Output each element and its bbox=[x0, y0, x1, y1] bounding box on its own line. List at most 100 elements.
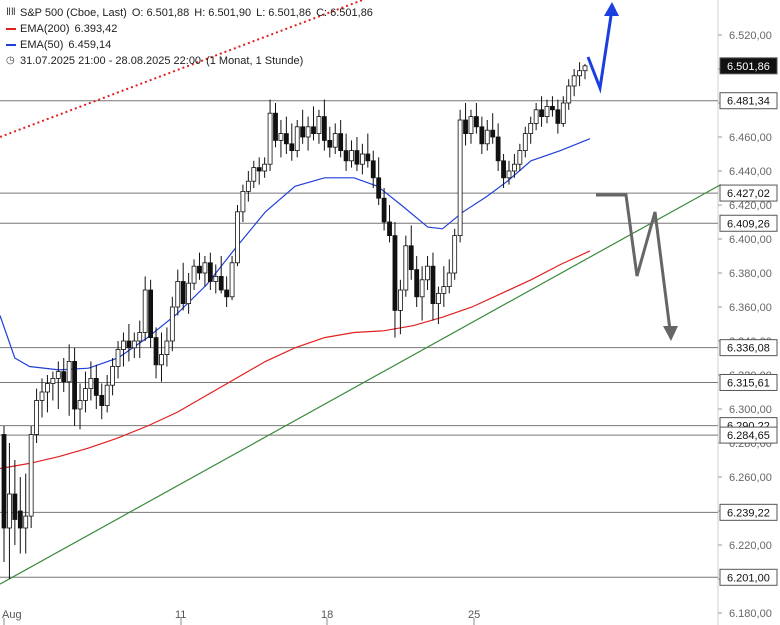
price-label: 6.284,65 bbox=[719, 426, 778, 444]
price-label: 6.336,08 bbox=[719, 339, 778, 357]
ohlc-low-value: 6.501,86 bbox=[268, 7, 312, 19]
price-label-text: 6.239,22 bbox=[727, 507, 770, 519]
resistance-trendline bbox=[0, 0, 366, 138]
candle-body bbox=[235, 211, 240, 264]
y-tick-label: 6.520,00 bbox=[729, 30, 772, 42]
candle-body bbox=[522, 133, 528, 152]
candle-body bbox=[186, 282, 192, 305]
candle-body bbox=[311, 126, 316, 135]
price-label-box bbox=[719, 373, 778, 391]
y-tick-label: 6.360,00 bbox=[729, 302, 772, 314]
candle-body bbox=[169, 306, 175, 342]
candle-body bbox=[164, 340, 170, 356]
candle-body bbox=[191, 265, 197, 284]
candle-body bbox=[137, 332, 143, 342]
candle-body bbox=[517, 150, 523, 165]
bearish-arrow-path bbox=[596, 193, 672, 331]
candle-body bbox=[577, 70, 582, 77]
candle-icon: ⅡⅡ bbox=[6, 7, 16, 18]
candle-body bbox=[213, 275, 219, 282]
candle-body bbox=[61, 371, 67, 383]
x-tick-label: Aug bbox=[2, 609, 22, 621]
price-label: 6.201,00 bbox=[719, 568, 778, 586]
price-label-box bbox=[719, 184, 778, 202]
candle-body bbox=[425, 265, 430, 281]
candle-body bbox=[495, 136, 501, 162]
candle-body bbox=[397, 289, 403, 311]
candle-body bbox=[262, 163, 268, 172]
price-label-text: 6.284,65 bbox=[727, 430, 770, 442]
y-tick-label: 6.440,00 bbox=[729, 166, 772, 178]
candle-body bbox=[77, 400, 83, 410]
candle-body bbox=[528, 123, 534, 135]
candle-body bbox=[7, 493, 12, 529]
candle-body bbox=[17, 510, 23, 529]
price-label-box bbox=[719, 568, 778, 586]
legend-ema200-row: EMA(200) 6.393,42 bbox=[6, 21, 373, 37]
price-label-box bbox=[719, 214, 778, 232]
candle-body bbox=[376, 177, 382, 199]
candle-body bbox=[202, 262, 208, 274]
candle-body bbox=[273, 112, 278, 141]
support-trendline bbox=[0, 184, 722, 585]
candle-body bbox=[55, 371, 61, 379]
candle-body bbox=[39, 391, 45, 401]
ohlc-close-value: 6.501,86 bbox=[330, 7, 373, 19]
candle-body bbox=[175, 281, 181, 308]
legend-ema50-row: EMA(50) 6.459,14 bbox=[6, 37, 373, 53]
candle-body bbox=[251, 167, 257, 182]
candle-body bbox=[468, 116, 474, 134]
legend-title-row: ⅡⅡ S&P 500 (Cboe, Last) O: 6.501,88 H: 6… bbox=[6, 5, 373, 21]
y-tick-label: 6.180,00 bbox=[729, 608, 772, 620]
candle-body bbox=[88, 377, 94, 389]
price-label-box bbox=[719, 339, 778, 357]
ohlc-low-label: L: bbox=[256, 7, 266, 19]
candle-body bbox=[126, 340, 132, 349]
candle-body bbox=[343, 150, 349, 162]
y-tick-label: 6.420,00 bbox=[729, 200, 772, 212]
legend-range-row: ◷ 31.07.2025 21:00 - 28.08.2025 22:00 (1… bbox=[6, 53, 373, 69]
ohlc-high-value: 6.501,90 bbox=[208, 7, 252, 19]
price-label-text: 6.336,08 bbox=[727, 343, 770, 355]
y-tick-label: 6.220,00 bbox=[729, 540, 772, 552]
price-label: 6.315,61 bbox=[719, 373, 778, 391]
ohlc-open-value: 6.501,88 bbox=[146, 7, 190, 19]
price-label: 6.239,22 bbox=[719, 503, 778, 521]
y-tick-label: 6.400,00 bbox=[729, 234, 772, 246]
y-tick-label: 6.300,00 bbox=[729, 404, 772, 416]
candle-body bbox=[305, 126, 311, 138]
price-label-text: 6.481,34 bbox=[727, 96, 770, 108]
candle-body bbox=[316, 116, 322, 134]
price-label-box bbox=[719, 426, 778, 444]
price-label-box bbox=[719, 92, 778, 110]
candle-body bbox=[148, 289, 154, 338]
x-tick-label: 11 bbox=[175, 609, 186, 621]
candle-body bbox=[283, 133, 289, 145]
candle-body bbox=[104, 384, 110, 407]
candle-body bbox=[224, 289, 230, 298]
candle-body bbox=[408, 245, 414, 271]
candle-body bbox=[278, 133, 284, 141]
price-label-text: 6.409,26 bbox=[727, 218, 770, 230]
candle-body bbox=[338, 133, 344, 152]
candle-body bbox=[267, 112, 273, 165]
y-tick-label: 6.460,00 bbox=[729, 132, 772, 144]
candle-body bbox=[560, 102, 566, 124]
candle-body bbox=[354, 150, 360, 165]
x-tick-label: 25 bbox=[468, 609, 480, 621]
candle-body bbox=[566, 85, 572, 104]
candle-body bbox=[256, 167, 262, 172]
candle-body bbox=[289, 143, 295, 152]
price-label: 6.427,02 bbox=[719, 184, 778, 202]
price-label: 6.409,26 bbox=[719, 214, 778, 232]
candle-body bbox=[45, 383, 50, 393]
interval-label: (1 Monat, 1 Stunde) bbox=[206, 55, 304, 67]
candle-body bbox=[544, 106, 550, 118]
price-label-text: 6.427,02 bbox=[727, 188, 770, 200]
candle-body bbox=[12, 493, 18, 520]
candle-body bbox=[550, 106, 555, 111]
candle-body bbox=[539, 109, 544, 118]
candle-body bbox=[153, 337, 159, 366]
candle-body bbox=[218, 275, 224, 291]
